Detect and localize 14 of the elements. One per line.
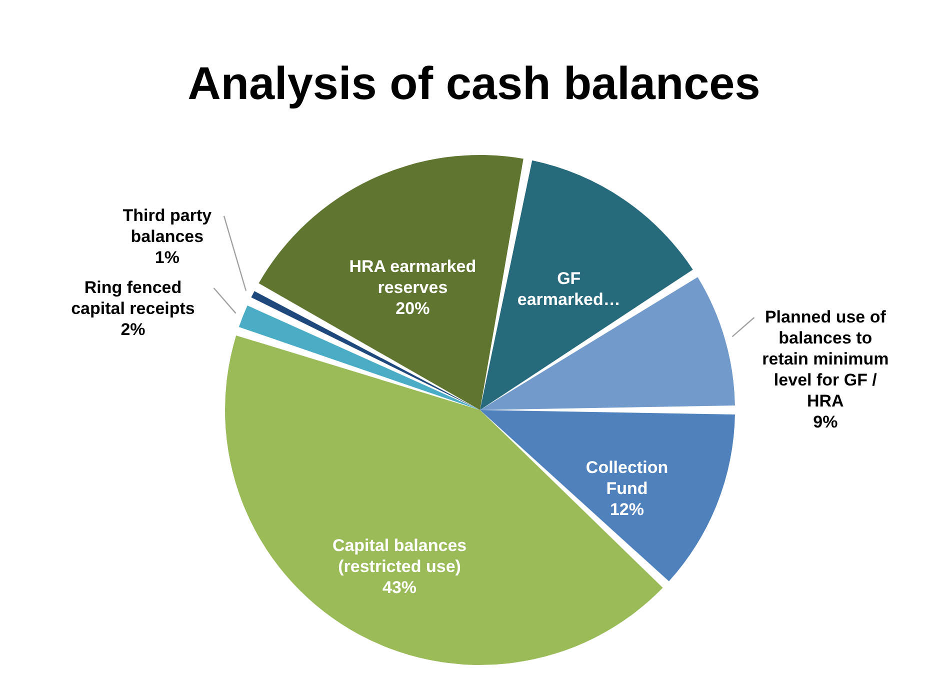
chart-title: Analysis of cash balances	[188, 57, 760, 109]
slice-label: Collection Fund	[586, 458, 668, 498]
data-label: 2%	[120, 320, 146, 339]
data-label: 43%	[382, 578, 417, 598]
slice-label: HRA earmarked reserves	[349, 256, 476, 297]
data-label: 1%	[154, 248, 180, 267]
slice-label: Ring fenced capital receipts	[71, 278, 195, 318]
data-label: 20%	[396, 298, 430, 318]
data-label: 12%	[610, 500, 644, 520]
slice-label: Planned use of balances to retain minimum level for GF / HRA	[762, 308, 889, 411]
data-label: 9%	[813, 412, 838, 432]
slice-label: Third party balances	[122, 206, 212, 246]
slice-label: Capital balances (restricted use)	[332, 536, 467, 576]
slice-label: GF earmarked…	[517, 269, 620, 310]
